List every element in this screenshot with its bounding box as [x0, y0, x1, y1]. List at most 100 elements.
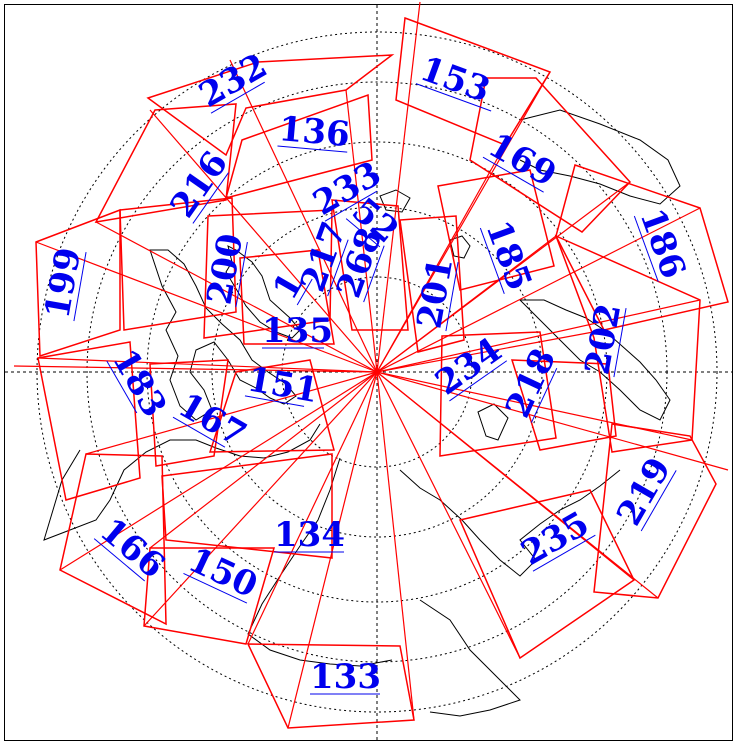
ground-track-ray	[95, 221, 378, 373]
ground-track-ray	[149, 371, 378, 549]
footprint	[395, 16, 552, 146]
track-number: 133	[310, 657, 381, 697]
track-label: 219	[609, 451, 679, 532]
footprint	[224, 93, 373, 200]
ground-track-ray	[85, 371, 378, 455]
ground-track-ray	[376, 207, 701, 373]
track-number: 218	[498, 343, 564, 424]
track-number: 151	[244, 359, 321, 411]
track-label-underline	[613, 308, 627, 378]
ground-track-ray	[13, 365, 378, 373]
track-label: 151	[244, 359, 321, 411]
footprint	[94, 103, 237, 223]
alaska-coast	[43, 423, 321, 541]
ground-track-ray	[376, 1, 421, 373]
ground-track-ray	[376, 299, 701, 373]
footprints	[35, 16, 729, 729]
footprint	[35, 208, 121, 358]
latitude-circle	[86, 81, 668, 663]
ground-track-ray	[37, 357, 378, 373]
track-label: 218	[498, 343, 564, 424]
iceland-coast	[379, 189, 411, 213]
russia-coast	[399, 469, 621, 577]
track-number: 134	[274, 515, 345, 555]
track-number: 199	[37, 245, 89, 322]
track-label: 216	[163, 144, 236, 225]
footprint	[439, 331, 557, 457]
footprint	[161, 453, 333, 559]
ground-track-ray	[143, 371, 378, 627]
track-label-underline	[532, 534, 596, 572]
track-label-underline	[479, 227, 505, 295]
track-label: 134	[274, 515, 345, 555]
ground-track-ray	[376, 371, 415, 721]
track-label-underline	[172, 416, 226, 448]
footprint	[510, 359, 617, 451]
footprint	[119, 197, 237, 331]
europe-coast	[519, 109, 681, 205]
track-label-underline	[449, 360, 508, 402]
footprint	[239, 249, 335, 345]
footprint	[458, 489, 635, 660]
track-number: 219	[609, 451, 679, 532]
canada-coast	[149, 249, 297, 421]
track-number: 169	[482, 125, 563, 195]
track-number: 135	[262, 311, 333, 351]
ground-track-ray	[247, 371, 378, 645]
track-label-underline	[445, 262, 459, 332]
track-label-underline	[633, 215, 659, 283]
graticule	[5, 5, 732, 740]
track-label: 153	[415, 49, 495, 112]
track-number: 216	[163, 144, 236, 225]
footprint	[437, 169, 555, 291]
track-label: 135	[262, 311, 333, 351]
track-label-underline	[530, 367, 558, 423]
map-frame	[4, 4, 733, 741]
track-label-underline	[327, 239, 349, 297]
svalbard-coast	[449, 235, 471, 259]
track-label: 235	[515, 504, 596, 574]
track-label-underline	[93, 538, 146, 582]
ground-track-ray	[376, 371, 659, 599]
novaya-zemlya-coast	[477, 403, 509, 441]
ground-track-ray	[376, 144, 506, 373]
track-label-underline	[640, 470, 677, 532]
track-label: 183	[104, 343, 174, 424]
track-label-underline	[296, 278, 313, 306]
footprint	[554, 234, 701, 453]
scandinavia-coast	[518, 299, 671, 421]
track-number: 201	[409, 255, 461, 332]
footprint	[331, 199, 409, 331]
track-label: 202	[577, 301, 629, 378]
track-number: 153	[415, 49, 495, 111]
track-label-underline	[192, 172, 229, 224]
ground-track-ray	[229, 59, 378, 373]
track-number: 202	[577, 301, 629, 378]
asia-coast	[419, 599, 521, 717]
ground-track-ray	[376, 371, 521, 659]
latitude-circle	[211, 206, 543, 538]
footprint	[469, 77, 632, 233]
track-label: 133	[310, 657, 381, 697]
track-label-underline	[73, 252, 87, 322]
footprint	[246, 643, 415, 729]
track-label-underline	[244, 395, 305, 407]
track-label-underline	[235, 241, 248, 308]
ground-track-ray	[35, 241, 378, 373]
track-number: 136	[277, 109, 351, 155]
footprint	[37, 341, 141, 501]
track-label: 169	[482, 125, 563, 195]
track-label: 201	[409, 255, 461, 332]
track-label-underline	[106, 360, 138, 414]
latitude-circle	[146, 141, 608, 603]
ground-track-rays	[13, 1, 729, 729]
track-label-underline	[363, 245, 385, 303]
track-label-underline	[210, 81, 265, 114]
footprint	[399, 215, 465, 353]
siberia-coast	[247, 457, 393, 667]
track-label-underline	[415, 83, 492, 112]
coastlines	[43, 109, 681, 717]
ground-track-ray	[59, 371, 378, 571]
footprint	[146, 54, 395, 157]
